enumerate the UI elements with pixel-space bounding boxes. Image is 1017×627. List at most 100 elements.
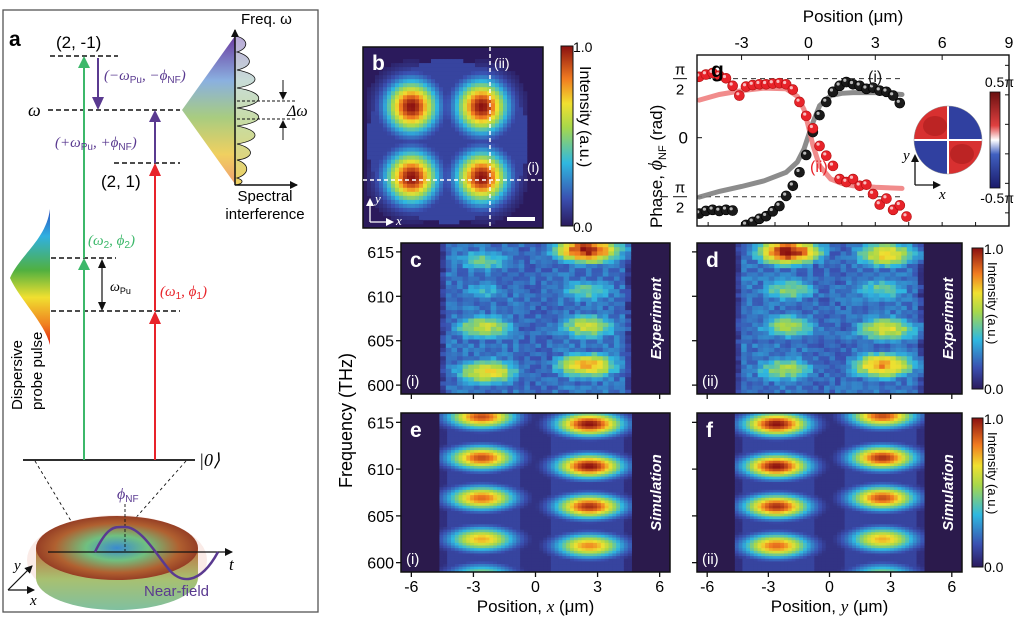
heatmap-cell	[563, 377, 570, 382]
heatmap-cell	[774, 247, 781, 252]
intensity-pixel	[507, 99, 512, 104]
heatmap-cell	[466, 511, 471, 515]
heatmap-cell	[912, 347, 919, 353]
heatmap-cell	[801, 305, 808, 311]
heatmap-cell	[513, 373, 520, 378]
heatmap-cell	[501, 247, 508, 252]
heatmap-cell	[580, 259, 587, 265]
heatmap-cell	[462, 436, 467, 440]
heatmap-cell	[468, 356, 475, 361]
heatmap-cell	[507, 263, 514, 269]
heatmap-cell	[585, 360, 592, 366]
heatmap-cell	[735, 259, 742, 265]
heatmap-cell	[496, 259, 503, 265]
heatmap-cell	[466, 561, 471, 565]
intensity-pixel	[447, 123, 452, 128]
intensity-pixel	[431, 199, 436, 205]
intensity-pixel	[415, 75, 420, 80]
intensity-pixel	[463, 179, 468, 185]
heatmap-cell	[574, 331, 581, 336]
intensity-pixel	[427, 147, 432, 152]
heatmap-cell	[535, 385, 542, 391]
intensity-pixel	[459, 83, 464, 88]
intensity-pixel	[523, 147, 528, 152]
heatmap-cell	[454, 548, 460, 552]
heatmap-cell	[546, 373, 553, 378]
intensity-pixel	[475, 107, 480, 112]
intensity-pixel	[463, 115, 468, 120]
heatmap-cell	[585, 352, 592, 357]
intensity-pixel	[487, 187, 492, 193]
intensity-pixel	[507, 91, 512, 96]
data-point-highlight	[816, 142, 820, 146]
heatmap-cell	[479, 268, 486, 273]
intensity-pixel	[443, 215, 448, 221]
intensity-pixel	[427, 139, 432, 144]
intensity-pixel	[411, 119, 416, 124]
heatmap-cell	[443, 532, 448, 536]
intensity-pixel	[407, 163, 412, 168]
intensity-pixel	[419, 199, 424, 205]
heatmap-cell	[546, 272, 553, 277]
heatmap-cell	[746, 251, 753, 256]
heatmap-cell	[812, 352, 819, 357]
heatmap-cell	[840, 326, 847, 332]
heatmap-cell	[473, 293, 480, 298]
heatmap-cell	[823, 301, 830, 307]
intensity-pixel	[511, 119, 516, 124]
intensity-pixel	[467, 215, 472, 221]
heatmap-cell	[790, 259, 797, 265]
heatmap-cell	[619, 272, 626, 277]
heatmap-cell	[524, 364, 531, 370]
heatmap-cell	[529, 314, 536, 319]
heatmap-cell	[812, 297, 819, 303]
heatmap-cell	[868, 326, 875, 332]
heatmap-cell	[563, 289, 570, 294]
heatmap-cell	[785, 368, 792, 374]
intensity-pixel	[507, 119, 512, 124]
heatmap-cell	[481, 511, 486, 515]
intensity-pixel	[407, 115, 412, 120]
heatmap-cell	[479, 263, 486, 269]
heatmap-cell	[818, 297, 825, 303]
intensity-pixel	[487, 127, 492, 132]
heatmap-cell	[450, 428, 456, 432]
heatmap-cell	[597, 301, 604, 307]
heatmap-cell	[552, 373, 559, 378]
heatmap-cell	[454, 542, 460, 546]
intensity-pixel	[495, 127, 500, 132]
heatmap-cell	[779, 301, 786, 307]
data-point-ii	[867, 188, 879, 200]
heatmap-cell	[450, 524, 456, 528]
heatmap-cell	[619, 259, 626, 265]
heatmap-cell	[857, 335, 864, 340]
heatmap-cell	[450, 511, 456, 515]
heatmap-cell	[466, 481, 471, 485]
heatmap-cell	[746, 331, 753, 336]
heatmap-cell	[840, 356, 847, 361]
heatmap-cell	[529, 356, 536, 361]
heatmap-cell	[529, 289, 536, 294]
intensity-pixel	[379, 151, 384, 156]
intensity-pixel	[467, 155, 472, 160]
heatmap-cell	[597, 335, 604, 340]
intensity-pixel	[403, 127, 408, 132]
heatmap-cell	[917, 352, 924, 357]
heatmap-cell	[468, 360, 475, 366]
heatmap-cell	[785, 280, 792, 286]
heatmap-cell	[619, 318, 626, 324]
heatmap-cell	[895, 343, 902, 349]
intensity-pixel	[507, 203, 512, 209]
heatmap-cell	[450, 513, 456, 517]
heatmap-cell	[496, 251, 503, 256]
intensity-pixel	[447, 71, 452, 76]
heatmap-cell	[458, 550, 463, 554]
heatmap-cell	[868, 373, 875, 378]
intensity-pixel	[515, 183, 520, 189]
intensity-pixel	[499, 75, 504, 80]
heatmap-cell	[591, 280, 598, 286]
heatmap-cell	[801, 268, 808, 273]
data-point-highlight	[843, 78, 847, 82]
heatmap-cell	[619, 301, 626, 307]
heatmap-cell	[763, 284, 770, 290]
